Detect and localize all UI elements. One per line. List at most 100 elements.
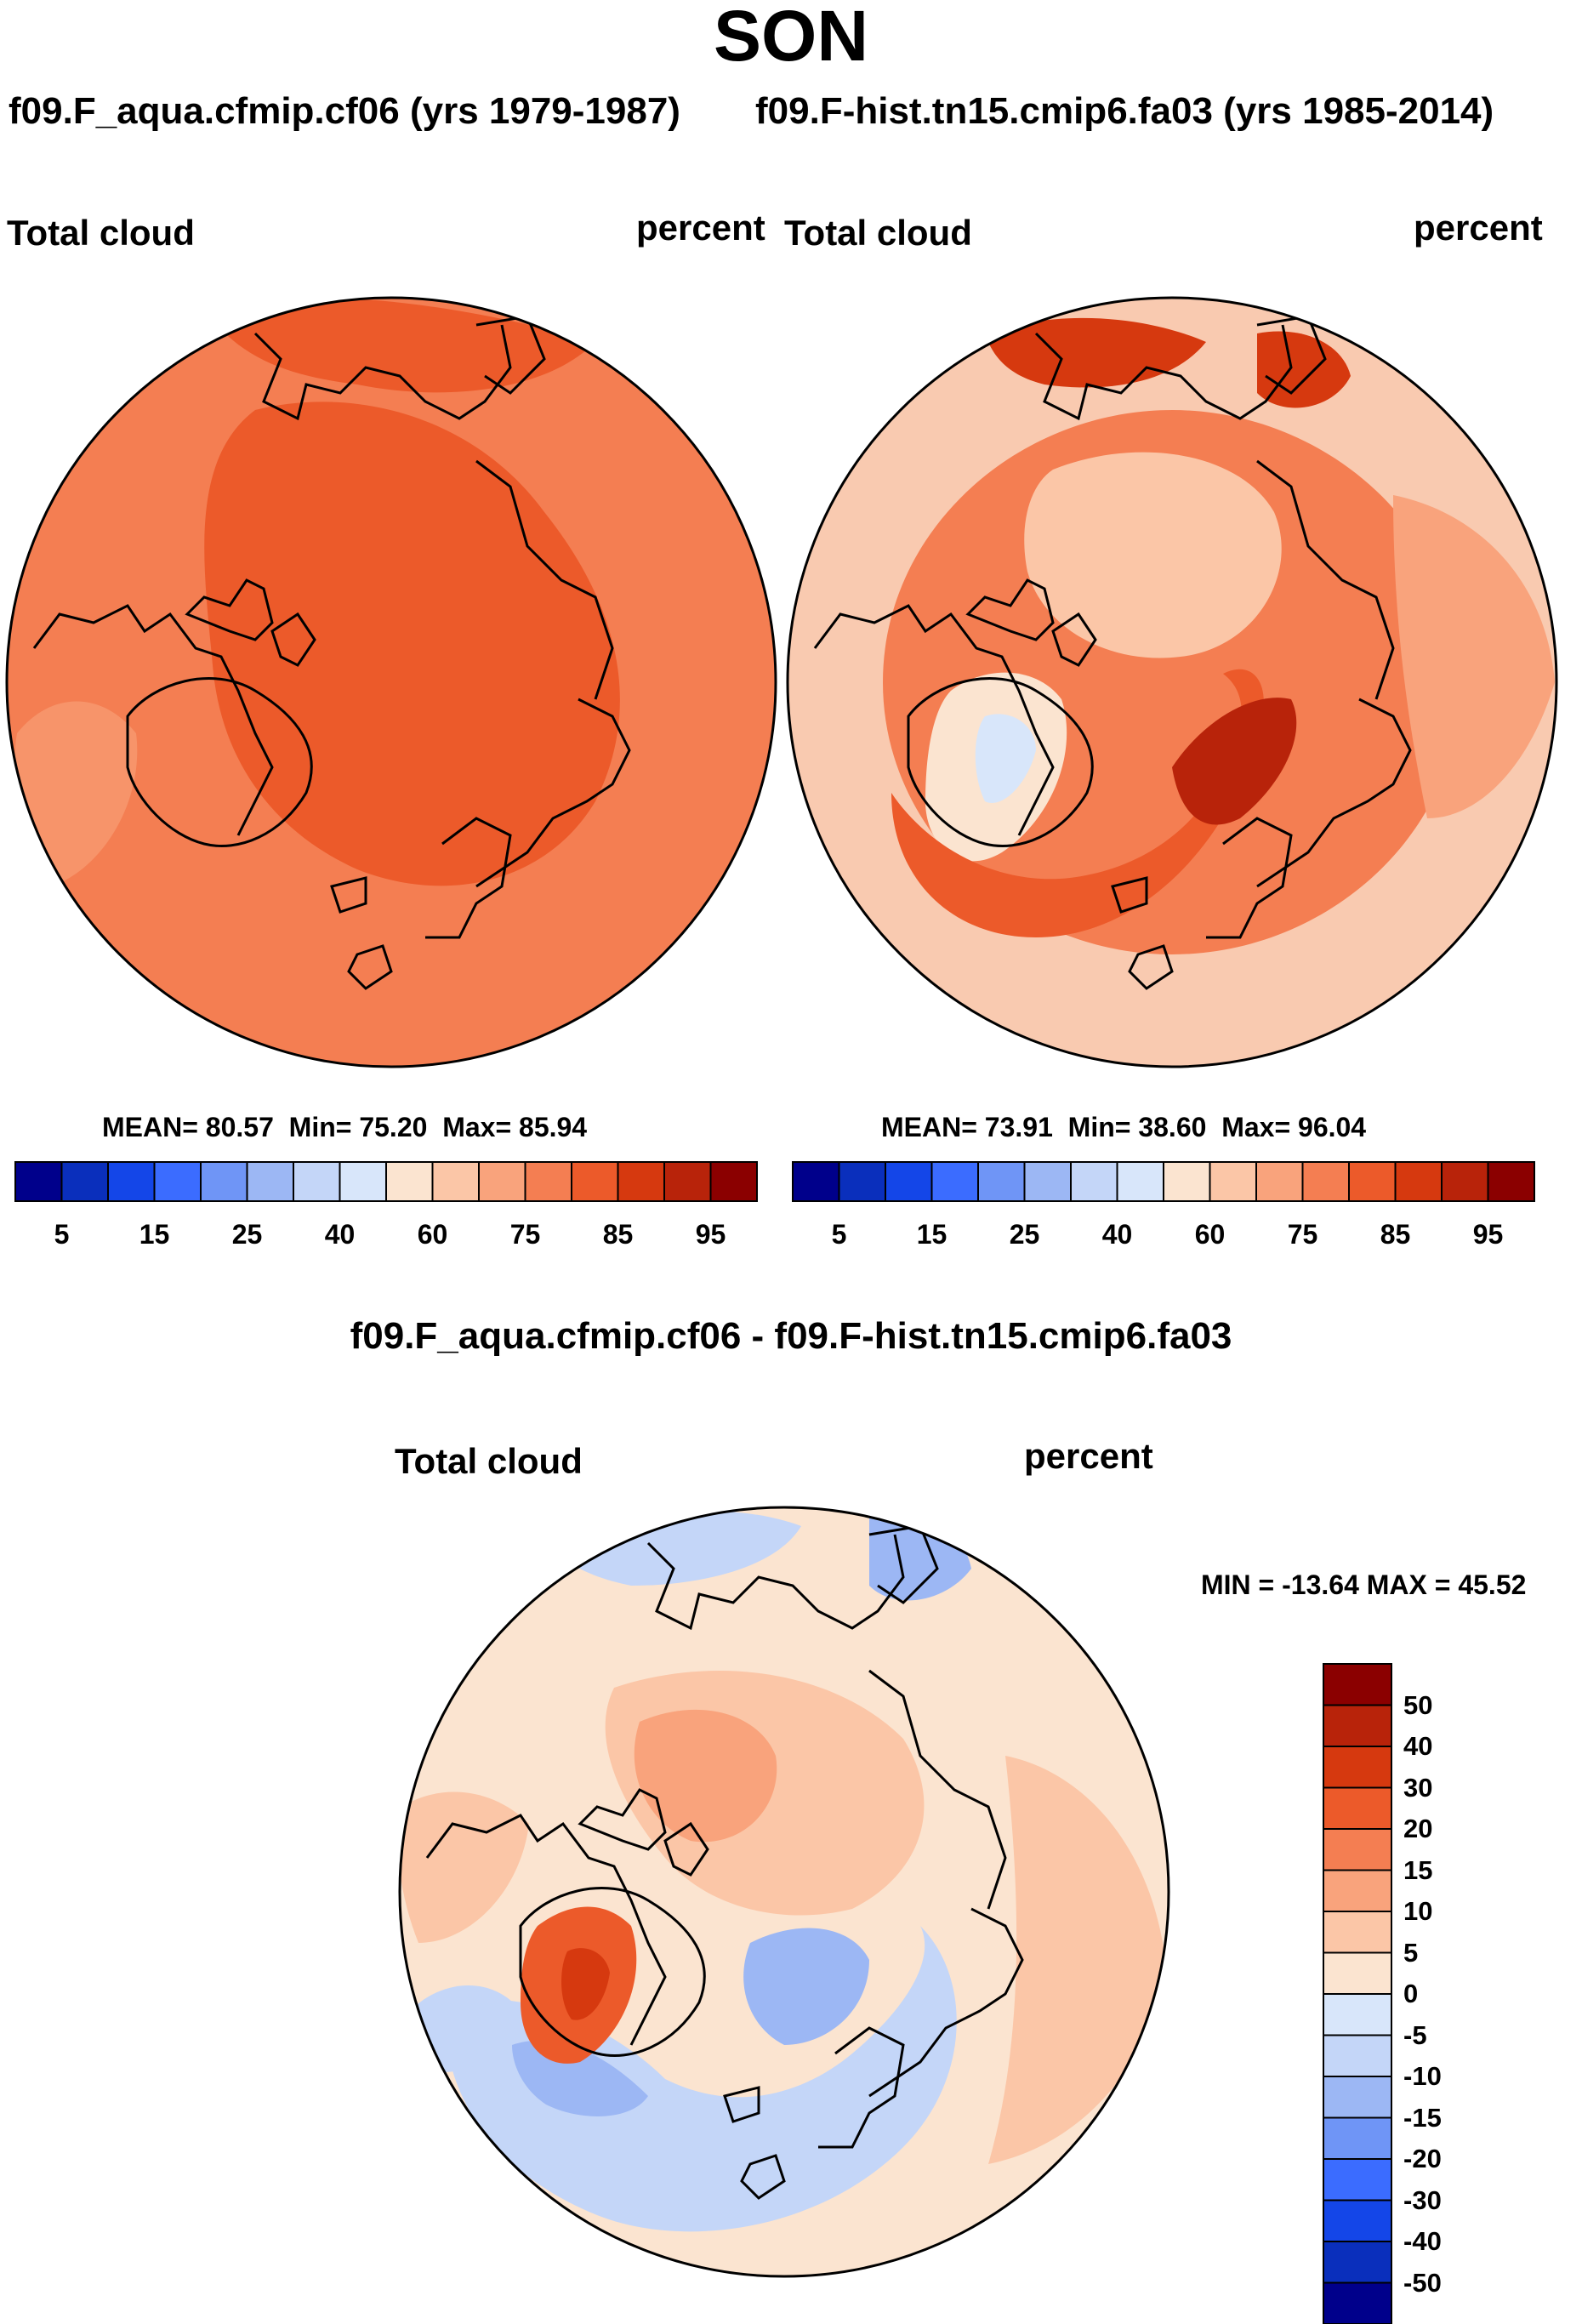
diff-colorbar-box	[1323, 1871, 1391, 1912]
panel2-units-label: percent	[1414, 209, 1543, 247]
panel2-variable-label: Total cloud	[784, 214, 972, 252]
panel2-colorbar-tick-label: 40	[1092, 1220, 1143, 1249]
diff-colorbar-box	[1323, 1994, 1391, 2036]
panel1-max-value: 85.94	[519, 1112, 587, 1142]
panel2-colorbar-box	[1303, 1162, 1350, 1201]
diff-colorbar-box	[1323, 2076, 1391, 2118]
panel1-min-value: 75.20	[359, 1112, 427, 1142]
panel1-stats-line: MEAN= 80.57 Min= 75.20 Max= 85.94	[102, 1113, 587, 1142]
panel2-colorbar-box	[978, 1162, 1025, 1201]
panel1-colorbar-box	[340, 1162, 387, 1201]
diff-colorbar-tick-label: -20	[1403, 2145, 1442, 2173]
diff-colorbar-box	[1323, 2118, 1391, 2160]
panel1-mean-value: 80.57	[206, 1112, 274, 1142]
panel2-colorbar-box	[1118, 1162, 1164, 1201]
panel2-min-value: 38.60	[1138, 1112, 1206, 1142]
panel1-colorbar-box	[433, 1162, 480, 1201]
panel2-colorbar-tick-label: 95	[1463, 1220, 1514, 1249]
diff-colorbar-tick-label: 40	[1403, 1733, 1432, 1760]
diff-colorbar-tick-label: -50	[1403, 2270, 1442, 2297]
panel2-max-label: Max=	[1221, 1112, 1290, 1142]
panel2-colorbar-box	[1349, 1162, 1396, 1201]
panel2-colorbar-tick-label: 25	[999, 1220, 1050, 1249]
panel2-colorbar-box	[1025, 1162, 1072, 1201]
panel1-colorbar-tick-label: 15	[129, 1220, 180, 1249]
panel1-colorbar-box	[293, 1162, 340, 1201]
panel1-case-label: f09.F_aqua.cfmip.cf06 (yrs 1979-1987)	[9, 92, 680, 131]
figure-title: SON	[0, 0, 1582, 71]
panel1-colorbar-box	[201, 1162, 248, 1201]
panel2-colorbar-tick-label: 15	[907, 1220, 958, 1249]
diff-minmax-label: MIN = -13.64 MAX = 45.52	[1201, 1570, 1526, 1599]
diff-colorbar-box	[1323, 1706, 1391, 1747]
panel2-colorbar-box	[1210, 1162, 1257, 1201]
panel2-colorbar-box	[1071, 1162, 1118, 1201]
diff-colorbar-box	[1323, 1664, 1391, 1706]
diff-colorbar-box	[1323, 2241, 1391, 2283]
panel2-colorbar-box	[793, 1162, 839, 1201]
panel2-colorbar-tick-label: 85	[1370, 1220, 1421, 1249]
diff-variable-label: Total cloud	[395, 1443, 583, 1480]
panel2-colorbar-tick-label: 5	[814, 1220, 865, 1249]
panel2-colorbar-box	[1256, 1162, 1303, 1201]
panel2-colorbar-box	[1396, 1162, 1443, 1201]
panel2-colorbar-box	[1164, 1162, 1210, 1201]
diff-colorbar	[1323, 1664, 1391, 2324]
diff-colorbar-box	[1323, 1788, 1391, 1830]
panel2-colorbar-box	[1442, 1162, 1488, 1201]
diff-colorbar-tick-label: -40	[1403, 2228, 1442, 2255]
panel1-colorbar-box	[248, 1162, 294, 1201]
panel2-stats-line: MEAN= 73.91 Min= 38.60 Max= 96.04	[881, 1113, 1366, 1142]
panel1-colorbar-tick-label: 25	[222, 1220, 273, 1249]
panel1-colorbar-box	[108, 1162, 155, 1201]
panel2-colorbar-box	[839, 1162, 886, 1201]
panel1-colorbar-tick-label: 95	[686, 1220, 737, 1249]
panel1-colorbar-box	[526, 1162, 572, 1201]
panel1-colorbar-box	[664, 1162, 711, 1201]
diff-colorbar-tick-label: 20	[1403, 1815, 1432, 1843]
panel1-colorbar-box	[386, 1162, 433, 1201]
panel1-colorbar-tick-label: 85	[593, 1220, 644, 1249]
diff-colorbar-tick-label: -30	[1403, 2187, 1442, 2214]
diff-colorbar-box	[1323, 2201, 1391, 2242]
panel2-colorbar	[793, 1162, 1534, 1201]
panel2-colorbar-box	[885, 1162, 932, 1201]
panel1-map	[0, 291, 782, 1074]
panel1-min-label: Min=	[289, 1112, 352, 1142]
panel1-colorbar-tick-label: 75	[500, 1220, 551, 1249]
diff-case-label: f09.F_aqua.cfmip.cf06 - f09.F-hist.tn15.…	[0, 1317, 1582, 1356]
panel1-colorbar-box	[618, 1162, 665, 1201]
diff-colorbar-box	[1323, 2159, 1391, 2201]
diff-units-label: percent	[1024, 1438, 1153, 1475]
panel1-colorbar-box	[711, 1162, 758, 1201]
diff-colorbar-box	[1323, 2283, 1391, 2324]
panel2-colorbar-box	[932, 1162, 979, 1201]
panel1-mean-label: MEAN=	[102, 1112, 198, 1142]
panel2-max-value: 96.04	[1298, 1112, 1366, 1142]
diff-colorbar-tick-label: 50	[1403, 1692, 1432, 1719]
panel1-colorbar-tick-label: 5	[37, 1220, 88, 1249]
panel1-colorbar-box	[479, 1162, 526, 1201]
diff-colorbar-box	[1323, 1829, 1391, 1871]
panel1-colorbar-box	[62, 1162, 109, 1201]
diff-colorbar-tick-label: -15	[1403, 2105, 1442, 2132]
panel1-colorbar-tick-label: 40	[315, 1220, 366, 1249]
diff-colorbar-box	[1323, 1911, 1391, 1953]
diff-colorbar-tick-label: -10	[1403, 2063, 1442, 2090]
panel2-mean-label: MEAN=	[881, 1112, 977, 1142]
panel1-colorbar-box	[572, 1162, 618, 1201]
panel1-colorbar	[15, 1162, 757, 1201]
diff-colorbar-box	[1323, 2036, 1391, 2077]
diff-colorbar-tick-label: 15	[1403, 1857, 1432, 1884]
diff-colorbar-tick-label: -5	[1403, 2022, 1427, 2049]
panel2-mean-value: 73.91	[985, 1112, 1053, 1142]
diff-colorbar-tick-label: 0	[1403, 1980, 1418, 2008]
diff-map	[393, 1501, 1175, 2283]
diff-colorbar-tick-label: 30	[1403, 1774, 1432, 1802]
panel2-colorbar-tick-label: 60	[1185, 1220, 1236, 1249]
panel1-colorbar-box	[15, 1162, 62, 1201]
panel1-colorbar-tick-label: 60	[407, 1220, 458, 1249]
panel2-colorbar-tick-label: 75	[1278, 1220, 1329, 1249]
diff-colorbar-box	[1323, 1746, 1391, 1788]
panel1-units-label: percent	[636, 209, 765, 247]
